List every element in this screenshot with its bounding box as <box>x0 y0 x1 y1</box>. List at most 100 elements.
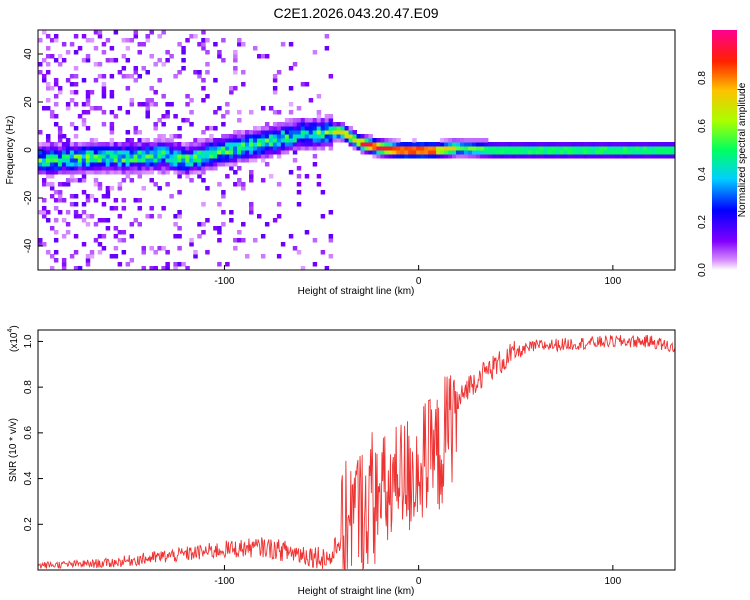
heatmap-cell <box>201 150 206 155</box>
heatmap-cell <box>165 262 170 267</box>
heatmap-cell <box>523 150 529 155</box>
heatmap-cell <box>312 138 318 143</box>
heatmap-cell <box>57 182 63 187</box>
heatmap-cell <box>61 266 67 270</box>
heatmap-cell <box>141 246 146 251</box>
heatmap-cell <box>420 146 425 151</box>
heatmap-cell <box>117 150 123 155</box>
heatmap-cell <box>491 146 497 151</box>
heatmap-cell <box>53 170 59 175</box>
heatmap-cell <box>73 34 79 39</box>
heatmap-cell <box>97 30 103 35</box>
heatmap-cell <box>519 154 525 159</box>
heatmap-cell <box>408 146 413 151</box>
heatmap-cell <box>141 158 146 163</box>
heatmap-cell <box>169 154 174 159</box>
heatmap-cell <box>57 210 63 215</box>
heatmap-cell <box>57 54 63 59</box>
heatmap-cell <box>527 154 533 159</box>
heatmap-cell <box>137 146 143 151</box>
heatmap-cell <box>229 166 234 171</box>
heatmap-cell <box>161 154 166 159</box>
heatmap-cell <box>129 154 135 159</box>
heatmap-cell <box>117 214 123 219</box>
heatmap-cell <box>137 102 143 107</box>
heatmap-cell <box>428 150 433 155</box>
heatmap-cell <box>133 142 139 147</box>
heatmap-cell <box>141 142 146 147</box>
heatmap-cell <box>77 214 83 219</box>
heatmap-cell <box>77 142 83 147</box>
heatmap-cell <box>69 142 75 147</box>
heatmap-cell <box>197 142 202 147</box>
heatmap-cell <box>41 198 47 203</box>
heatmap-cell <box>41 154 47 159</box>
heatmap-cell <box>336 138 342 143</box>
heatmap-cell <box>599 150 604 155</box>
heatmap-cell <box>543 154 549 159</box>
heatmap-cell <box>129 142 135 147</box>
heatmap-cell <box>85 90 91 95</box>
heatmap-cell <box>129 234 135 239</box>
heatmap-cell <box>229 150 234 155</box>
heatmap-cell <box>296 166 302 171</box>
heatmap-cell <box>165 110 170 115</box>
heatmap-cell <box>57 150 63 155</box>
heatmap-cell <box>81 110 87 115</box>
heatmap-cell <box>73 90 79 95</box>
heatmap-cell <box>45 98 51 103</box>
heatmap-cell <box>145 162 150 167</box>
heatmap-cell <box>69 194 75 199</box>
heatmap-cell <box>73 126 79 131</box>
heatmap-cell <box>671 142 675 147</box>
heatmap-cell <box>503 154 509 159</box>
heatmap-cell <box>89 38 95 43</box>
heatmap-cell <box>41 242 47 247</box>
heatmap-cell <box>547 150 553 155</box>
heatmap-cell <box>448 154 453 159</box>
heatmap-cell <box>567 150 572 155</box>
heatmap-cell <box>296 250 302 255</box>
heatmap-cell <box>189 166 194 171</box>
colorbar-label: Normalized spectral amplitude <box>737 82 748 217</box>
heatmap-cell <box>268 126 274 131</box>
heatmap-cell <box>651 142 656 147</box>
heatmap-cell <box>555 146 561 151</box>
heatmap-cell <box>547 142 553 147</box>
heatmap-cell <box>197 70 202 75</box>
heatmap-cell <box>543 142 549 147</box>
heatmap-cell <box>663 150 668 155</box>
heatmap-cell <box>205 38 210 43</box>
heatmap-cell <box>535 154 541 159</box>
heatmap-cell <box>527 146 533 151</box>
heatmap-cell <box>352 130 357 135</box>
heatmap-cell <box>571 154 576 159</box>
heatmap-cell <box>101 122 107 127</box>
heatmap-cell <box>460 142 465 147</box>
heatmap-cell <box>38 238 43 243</box>
heatmap-cell <box>260 150 266 155</box>
heatmap-cell <box>436 142 441 147</box>
heatmap-cell <box>101 74 107 79</box>
heatmap-cell <box>483 150 489 155</box>
heatmap-cell <box>177 154 182 159</box>
heatmap-cell <box>165 58 170 63</box>
heatmap-cell <box>296 134 302 139</box>
heatmap-cell <box>260 54 266 59</box>
heatmap-cell <box>81 242 87 247</box>
heatmap-cell <box>53 166 59 171</box>
heatmap-cell <box>523 154 529 159</box>
heatmap-cell <box>300 118 306 123</box>
heatmap-cell <box>404 142 409 147</box>
heatmap-cell <box>89 166 95 171</box>
heatmap-cell <box>93 162 99 167</box>
heatmap-cell <box>344 138 350 143</box>
heatmap-cell <box>320 250 326 255</box>
heatmap-cell <box>300 134 306 139</box>
heatmap-cell <box>49 162 55 167</box>
heatmap-cell <box>308 126 314 131</box>
heatmap-cell <box>324 266 330 270</box>
heatmap-cell <box>185 170 190 175</box>
heatmap-cell <box>57 194 63 199</box>
